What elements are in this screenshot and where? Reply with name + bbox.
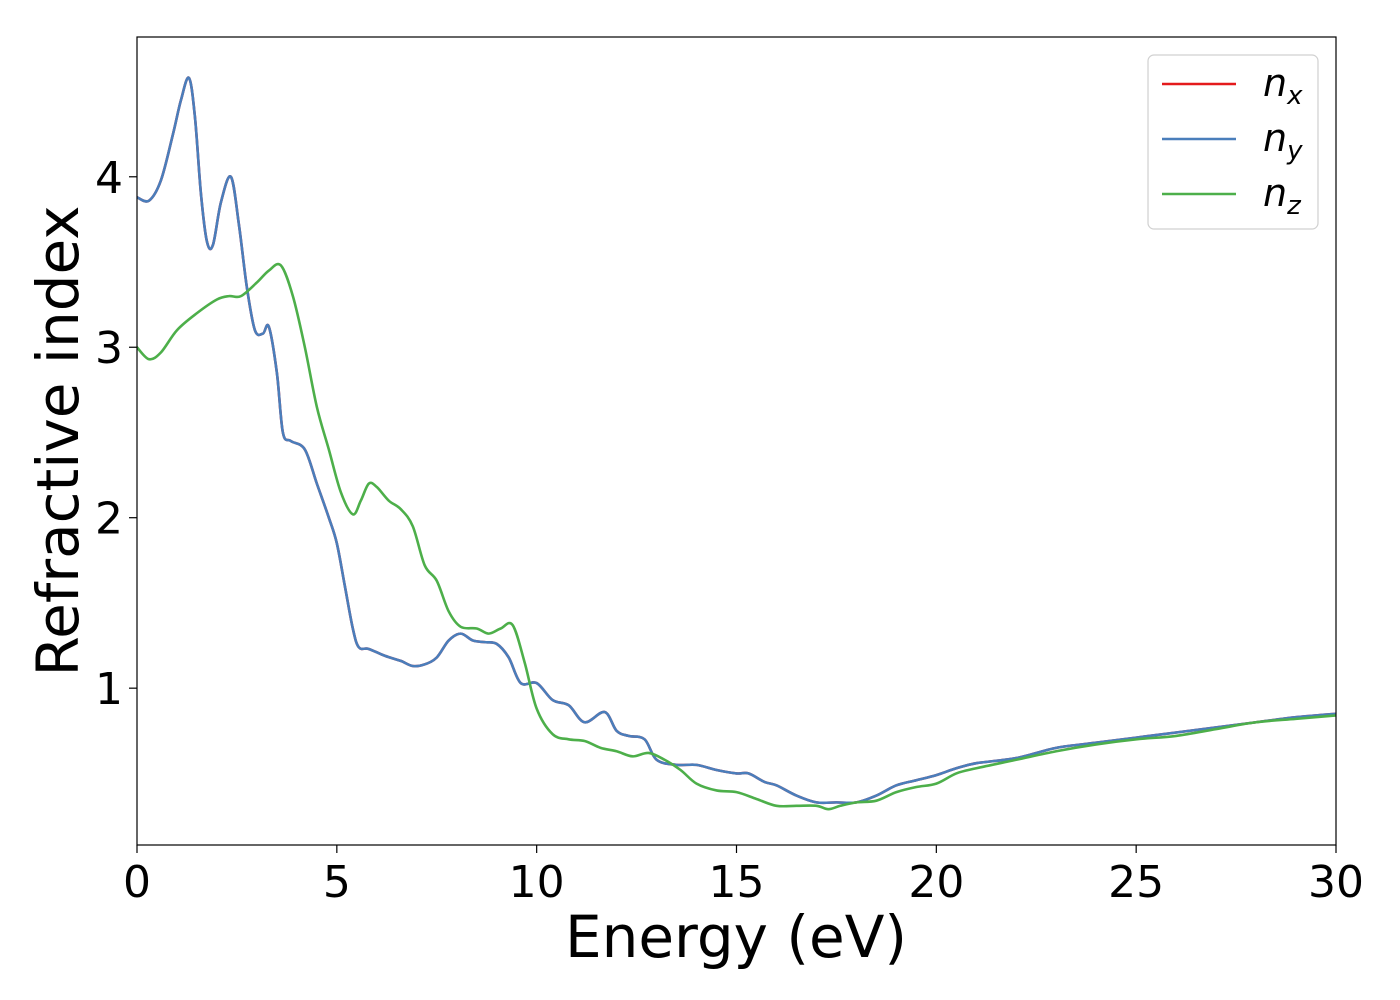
x-tick-label: 15 <box>709 857 765 908</box>
x-tick-label: 20 <box>908 857 964 908</box>
x-tick-label: 25 <box>1108 857 1164 908</box>
y-axis-ticks: 1 2 3 4 <box>95 153 137 715</box>
x-tick-label: 10 <box>509 857 565 908</box>
y-tick-label: 1 <box>95 664 123 715</box>
y-tick-label: 2 <box>95 494 123 545</box>
x-axis-label: Energy (eV) <box>565 903 907 971</box>
legend-label-x: nx <box>1263 61 1303 111</box>
plot-lines <box>137 76 1336 811</box>
series-line-y <box>137 76 1336 805</box>
y-axis-label: Refractive index <box>24 205 92 676</box>
x-tick-label: 5 <box>323 857 351 908</box>
legend-box <box>1147 54 1319 230</box>
x-axis-ticks: 0 5 10 15 20 25 30 <box>123 845 1364 908</box>
y-tick-label: 3 <box>95 323 123 374</box>
series-line-z <box>137 262 1336 811</box>
legend-label-y: ny <box>1263 116 1303 166</box>
x-tick-label: 30 <box>1308 857 1364 908</box>
y-tick-label: 4 <box>95 153 123 204</box>
x-tick-label: 0 <box>123 857 151 908</box>
legend-label-z: nz <box>1263 171 1302 221</box>
